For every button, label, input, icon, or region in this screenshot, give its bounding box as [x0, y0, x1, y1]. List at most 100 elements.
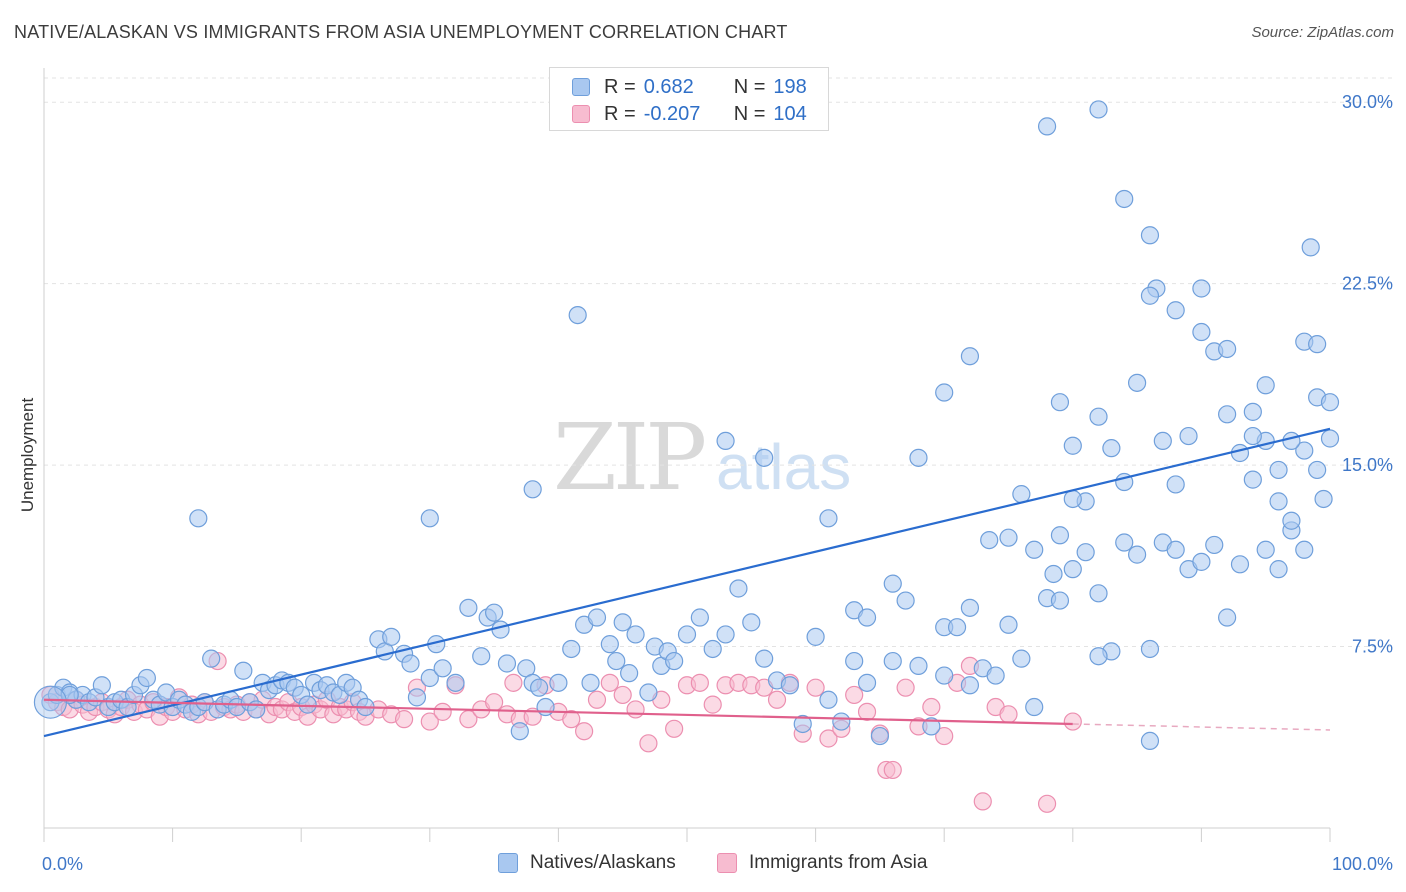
- natives-point: [1127, 373, 1147, 392]
- natives-point: [1115, 533, 1134, 552]
- natives-point: [401, 654, 420, 673]
- natives-point: [1256, 376, 1275, 395]
- natives-point: [870, 726, 890, 746]
- natives-point: [857, 673, 877, 692]
- natives-point: [999, 528, 1018, 547]
- natives-point: [549, 673, 568, 692]
- natives-point: [247, 700, 266, 719]
- natives-point: [909, 448, 928, 467]
- natives-point: [1063, 436, 1082, 455]
- immigrants-point: [504, 673, 523, 692]
- legend-n-value: 104: [773, 102, 807, 125]
- natives-point: [1269, 492, 1288, 511]
- x-tick-label: 100.0%: [1332, 854, 1393, 874]
- legend-item-natives[interactable]: Natives/Alaskans: [498, 852, 676, 874]
- natives-point: [530, 678, 549, 697]
- natives-point: [819, 690, 838, 709]
- natives-point: [1140, 286, 1160, 305]
- natives-point: [1256, 540, 1275, 559]
- immigrants-point: [819, 729, 838, 748]
- natives-point: [581, 673, 600, 692]
- legend-item-immigrants[interactable]: Immigrants from Asia: [717, 852, 927, 874]
- immigrants-point: [845, 685, 864, 705]
- correlation-legend: R = 0.682 N = 198 R = -0.207 N = 104: [549, 67, 829, 131]
- natives-point: [1012, 649, 1031, 668]
- natives-point: [909, 656, 928, 676]
- natives-point: [1205, 535, 1224, 555]
- natives-point: [690, 608, 709, 627]
- natives-point: [1282, 431, 1301, 451]
- y-tick-label: 22.5%: [1342, 274, 1393, 294]
- natives-point: [960, 598, 980, 617]
- natives-point: [716, 431, 735, 451]
- natives-point: [1282, 511, 1301, 530]
- natives-point: [202, 649, 221, 668]
- natives-point: [1192, 322, 1211, 342]
- natives-point: [420, 668, 439, 688]
- immigrants-point: [935, 726, 954, 746]
- natives-point: [1050, 393, 1070, 412]
- natives-point: [980, 530, 999, 550]
- natives-point: [1044, 564, 1063, 584]
- immigrants-point: [433, 702, 452, 721]
- natives-point: [1063, 560, 1082, 579]
- natives-point: [677, 625, 697, 644]
- immigrants-trend-line: [43, 698, 1073, 726]
- natives-point: [1153, 431, 1172, 451]
- natives-point: [703, 639, 722, 659]
- natives-point: [523, 480, 542, 499]
- immigrants-point: [767, 690, 787, 709]
- immigrants-point: [922, 697, 941, 717]
- natives-point: [1089, 407, 1108, 426]
- legend-swatch-blue: [572, 78, 590, 96]
- immigrants-point: [575, 722, 594, 741]
- legend-n-value: 198: [773, 75, 807, 98]
- natives-point: [1218, 339, 1237, 359]
- natives-point: [1269, 560, 1288, 579]
- y-tick-label: 30.0%: [1342, 92, 1393, 112]
- natives-point: [382, 627, 401, 646]
- immigrants-point: [562, 710, 581, 729]
- immigrants-point: [896, 678, 915, 697]
- natives-point: [1166, 475, 1185, 494]
- x-tick-label: 0.0%: [42, 854, 83, 874]
- natives-point: [1243, 402, 1262, 421]
- natives-point: [947, 618, 967, 637]
- natives-point: [896, 591, 915, 610]
- natives-point: [960, 676, 980, 695]
- series-legend: Natives/Alaskans Immigrants from Asia: [0, 852, 1406, 878]
- natives-point: [1308, 460, 1327, 480]
- natives-point: [832, 712, 851, 731]
- natives-point: [1179, 426, 1198, 446]
- natives-point: [137, 668, 156, 688]
- axes: [43, 68, 1331, 842]
- natives-point: [935, 383, 954, 402]
- natives-point: [1127, 545, 1147, 564]
- natives-point: [433, 659, 452, 678]
- natives-point: [922, 717, 941, 736]
- natives-point: [960, 347, 980, 366]
- natives-point: [1076, 543, 1095, 562]
- natives-point: [234, 661, 253, 680]
- natives-point: [1050, 526, 1070, 545]
- legend-label-immigrants: Immigrants from Asia: [749, 852, 928, 873]
- legend-r-value: 0.682: [643, 75, 694, 98]
- natives-point: [1218, 608, 1237, 627]
- immigrants-point: [626, 700, 645, 719]
- immigrants-point: [639, 734, 658, 753]
- natives-point: [793, 714, 812, 734]
- natives-point: [1089, 100, 1108, 119]
- natives-point: [33, 685, 68, 719]
- natives-point: [845, 651, 864, 671]
- natives-point: [1218, 405, 1237, 424]
- natives-point: [620, 664, 639, 683]
- natives-point: [92, 676, 111, 695]
- legend-row-immigrants: R = -0.207 N = 104: [572, 100, 807, 128]
- natives-point: [189, 509, 208, 528]
- immigrants-point: [999, 705, 1018, 724]
- natives-point: [472, 647, 491, 666]
- immigrants-point: [1037, 794, 1057, 813]
- natives-point: [1295, 441, 1314, 460]
- immigrants-point: [394, 710, 414, 729]
